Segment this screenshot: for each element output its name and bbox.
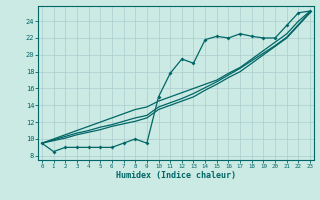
X-axis label: Humidex (Indice chaleur): Humidex (Indice chaleur): [116, 171, 236, 180]
